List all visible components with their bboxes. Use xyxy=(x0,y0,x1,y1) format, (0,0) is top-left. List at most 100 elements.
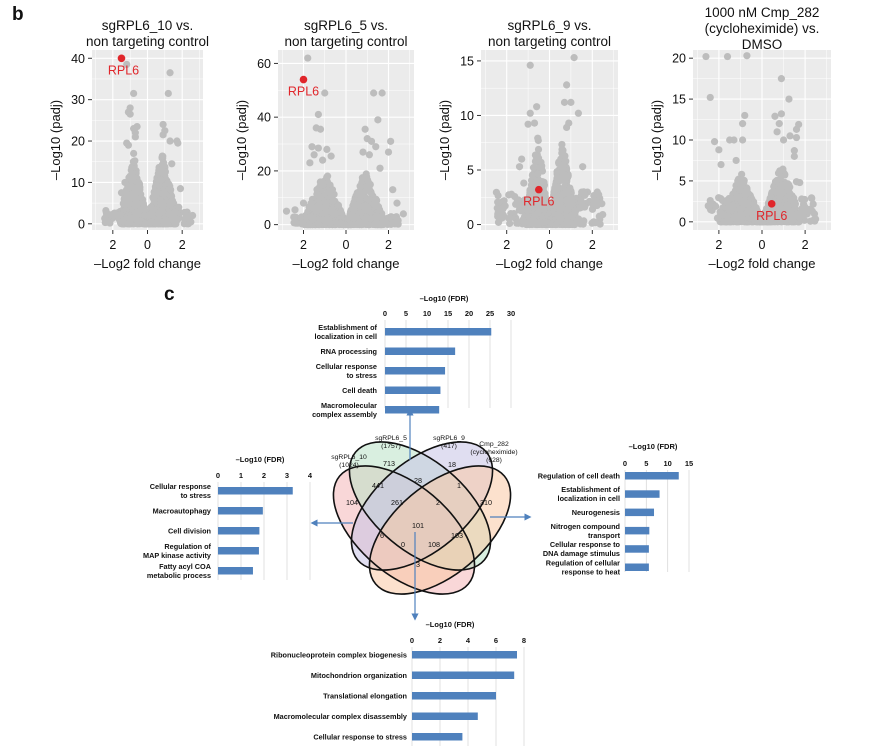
data-point xyxy=(497,214,505,222)
bar-x-tick-label: 6 xyxy=(494,636,498,645)
data-point xyxy=(541,218,549,226)
data-point-outlier xyxy=(732,156,740,165)
venn-region-count: 6 xyxy=(380,531,384,540)
data-point xyxy=(320,203,328,212)
bar xyxy=(625,545,649,553)
data-point xyxy=(787,196,795,204)
data-point-outlier xyxy=(359,148,367,156)
data-point-outlier xyxy=(570,54,578,62)
venn-region-count: 261 xyxy=(391,498,403,507)
data-point xyxy=(140,203,148,211)
y-tick-label: 20 xyxy=(257,164,271,178)
data-point-outlier xyxy=(314,110,322,119)
data-point-outlier xyxy=(121,178,129,187)
data-point-outlier xyxy=(717,160,725,169)
data-point xyxy=(736,185,744,193)
x-tick-label: 2 xyxy=(109,238,116,252)
data-point xyxy=(119,200,127,208)
x-tick-label: 2 xyxy=(385,238,392,252)
bar xyxy=(385,386,441,394)
data-point xyxy=(706,196,714,205)
venn-set-label: (1757) xyxy=(381,443,401,450)
data-point-outlier xyxy=(574,109,582,117)
venn-region-count: 0 xyxy=(401,540,405,549)
venn-region-count: 441 xyxy=(372,481,384,490)
bar xyxy=(625,472,679,480)
data-point-outlier xyxy=(166,137,174,145)
highlight-point-rpl6 xyxy=(534,185,543,194)
bar xyxy=(218,487,293,495)
data-point xyxy=(160,219,168,227)
x-tick-label: 0 xyxy=(343,238,350,252)
point-cloud xyxy=(290,170,402,229)
data-point-outlier xyxy=(175,203,183,211)
bar-x-tick-label: 20 xyxy=(465,309,473,318)
bar xyxy=(625,563,649,571)
bar-x-tick-label: 1 xyxy=(239,471,243,480)
data-point-outlier xyxy=(743,52,751,60)
data-point xyxy=(323,173,331,181)
x-tick-label: 0 xyxy=(759,238,766,252)
venn-region-count: 2 xyxy=(436,498,440,507)
data-point xyxy=(552,185,560,193)
data-point xyxy=(365,196,373,204)
data-point-outlier xyxy=(779,136,788,144)
y-tick-label: 30 xyxy=(71,93,85,107)
bar-x-tick-label: 4 xyxy=(466,636,471,645)
venn-region-count: 28 xyxy=(414,476,422,485)
data-point xyxy=(319,215,327,224)
data-point-outlier xyxy=(164,89,172,98)
data-point-outlier xyxy=(378,89,386,97)
data-point xyxy=(159,152,167,160)
data-point xyxy=(157,199,165,207)
data-point xyxy=(307,213,315,221)
data-point-outlier xyxy=(579,163,587,171)
data-point xyxy=(590,218,598,226)
data-point xyxy=(131,157,139,165)
y-tick-label: 0 xyxy=(264,218,271,232)
data-point xyxy=(559,164,567,172)
highlight-point-rpl6 xyxy=(117,54,126,63)
bar-category-label: localization in cell xyxy=(315,332,377,341)
bar-category-label: to stress xyxy=(347,371,377,380)
venn-set-label: sgRPL6_9 xyxy=(433,435,465,442)
data-point-outlier xyxy=(515,163,524,171)
venn-region-count: 713 xyxy=(383,459,395,468)
data-point xyxy=(373,219,381,227)
y-tick-label: 0 xyxy=(679,215,686,229)
venn-set-label: Cmp_282 xyxy=(479,441,509,448)
bar-category-label: Translational elongation xyxy=(323,691,407,700)
bar-category-label: complex assembly xyxy=(312,410,378,419)
data-point xyxy=(154,217,162,225)
data-point-outlier xyxy=(291,206,299,214)
panel-label-b: b xyxy=(12,4,24,25)
data-point xyxy=(599,211,607,219)
bar-category-label: Cell division xyxy=(168,526,211,535)
data-point-outlier xyxy=(131,133,139,141)
y-tick-label: 60 xyxy=(257,57,271,71)
bar-category-label: Ribonucleoprotein complex biogenesis xyxy=(271,650,407,659)
data-point-outlier xyxy=(174,139,182,147)
data-point xyxy=(736,178,744,186)
x-tick-label: 2 xyxy=(300,238,307,252)
data-point xyxy=(317,193,325,201)
data-point-outlier xyxy=(393,199,401,207)
data-point xyxy=(326,219,335,227)
plot-title-line: sgRPL6_5 vs. xyxy=(304,18,388,33)
data-point xyxy=(576,220,585,228)
highlight-point-rpl6 xyxy=(767,200,776,208)
data-point xyxy=(180,208,189,217)
bar-chart-title: –Log10 (FDR) xyxy=(629,442,678,451)
data-point-outlier xyxy=(520,179,528,187)
data-point xyxy=(371,201,379,209)
data-point xyxy=(126,214,134,222)
bar-x-tick-label: 8 xyxy=(522,636,526,645)
bar-x-tick-label: 0 xyxy=(216,471,220,480)
venn-set-label: sgRPL6_10 xyxy=(331,454,367,461)
bar-x-tick-label: 5 xyxy=(644,459,648,468)
data-point xyxy=(534,145,543,154)
data-point xyxy=(148,218,157,226)
data-point-outlier xyxy=(361,125,369,133)
data-point-outlier xyxy=(321,89,329,97)
